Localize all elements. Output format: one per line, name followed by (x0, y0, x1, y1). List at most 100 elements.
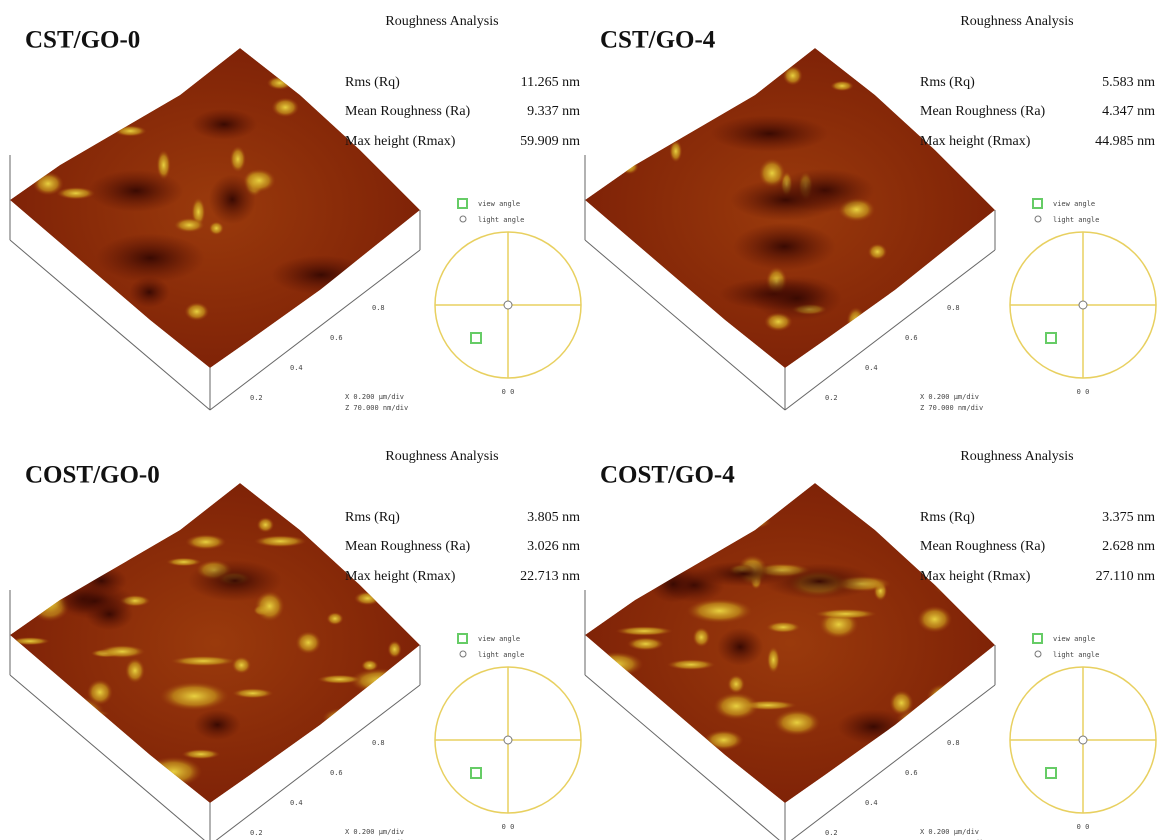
panel-label: COST/GO-0 (25, 462, 160, 489)
legend-label: light angle (478, 651, 524, 659)
surface-feature (766, 621, 801, 633)
afm-panel: 0.80.60.40.2CST/GO-4Roughness AnalysisRm… (585, 14, 1156, 412)
surface-feature (257, 517, 274, 532)
axis-tick-label: 0.6 (330, 334, 343, 342)
axis-tick-label: 0.6 (905, 334, 918, 342)
surface-feature (33, 172, 64, 196)
view-angle-marker (471, 333, 481, 343)
surface-feature (951, 488, 982, 504)
analysis-title: Roughness Analysis (385, 449, 498, 464)
surface-feature (379, 670, 411, 686)
surface-feature (166, 558, 201, 567)
surface-shadow (650, 565, 698, 603)
surface-feature (174, 218, 205, 233)
axis-tick-label: 0.6 (905, 769, 918, 777)
surface-feature (783, 66, 803, 86)
light-angle-icon (1035, 216, 1041, 222)
surface-feature (99, 645, 145, 658)
surface-feature (683, 767, 709, 792)
surface-feature (125, 658, 145, 683)
row-name: Max height (Rmax) (920, 134, 1031, 149)
light-angle-marker (1079, 736, 1087, 744)
surface-shadow (209, 175, 256, 225)
surface-shadow (837, 709, 909, 744)
surface-shadow (711, 115, 829, 152)
surface-feature (897, 97, 914, 105)
surface-feature (927, 684, 960, 710)
row-value: 2.628 nm (1102, 539, 1155, 554)
panel-label: CST/GO-4 (600, 27, 716, 54)
surface-feature (108, 318, 133, 332)
row-name: Max height (Rmax) (345, 134, 456, 149)
axis-tick-label: 0.6 (330, 769, 343, 777)
row-name: Max height (Rmax) (345, 569, 456, 584)
surface-feature (114, 125, 147, 136)
surface-feature (160, 682, 230, 711)
surface-feature (960, 757, 986, 769)
surface-feature (326, 612, 343, 625)
panel-label: COST/GO-4 (600, 462, 735, 489)
view-angle-icon (458, 199, 467, 208)
surface-feature (381, 148, 405, 168)
afm-surface (585, 48, 995, 368)
surface-feature (868, 243, 888, 260)
scale-text: Z 70.000 nm/div (920, 404, 983, 412)
view-angle-icon (458, 634, 467, 643)
surface-feature (272, 98, 300, 118)
view-angle-marker (1046, 333, 1056, 343)
angle-label: 0 0 (502, 823, 515, 831)
analysis-title: Roughness Analysis (960, 449, 1073, 464)
surface-shadow (129, 277, 170, 308)
surface-shadow (733, 223, 836, 270)
surface-feature (616, 626, 673, 636)
row-name: Max height (Rmax) (920, 569, 1031, 584)
surface-feature (847, 307, 865, 335)
surface-feature (627, 637, 664, 650)
surface-feature (10, 637, 50, 645)
surface-feature (13, 583, 62, 593)
surface-feature (693, 627, 711, 647)
light-angle-icon (460, 216, 466, 222)
surface-feature (182, 749, 220, 759)
afm-surface (10, 48, 420, 368)
analysis-title: Roughness Analysis (960, 14, 1073, 29)
light-angle-marker (504, 301, 512, 309)
row-value: 27.110 nm (1096, 569, 1155, 584)
panel-label: CST/GO-0 (25, 27, 140, 54)
row-value: 11.265 nm (521, 75, 580, 90)
surface-feature (232, 656, 251, 673)
axis-tick-label: 0.2 (250, 394, 263, 402)
surface-feature (627, 320, 641, 330)
axis-tick-label: 0.8 (372, 304, 385, 312)
row-name: Rms (Rq) (920, 510, 975, 525)
surface-feature (815, 609, 877, 619)
scale-text: X 0.200 µm/div (920, 828, 979, 836)
legend-label: light angle (1053, 651, 1099, 659)
view-angle-icon (1033, 199, 1042, 208)
surface-shadow (730, 179, 841, 221)
surface-feature (145, 757, 202, 787)
row-name: Mean Roughness (Ra) (345, 539, 471, 554)
angle-label: 0 0 (1077, 823, 1090, 831)
surface-feature (295, 631, 321, 654)
surface-feature (767, 646, 780, 673)
axis-tick-label: 0.8 (372, 739, 385, 747)
row-value: 22.713 nm (520, 569, 580, 584)
figure: 0.8 0.6 0.4 0.2 CST/GO-0 Roughness Analysis Rm… (0, 0, 1159, 840)
axis-tick-label: 0.8 (947, 304, 960, 312)
surface-feature (254, 535, 307, 547)
axis-tick-label: 0.4 (290, 799, 303, 807)
surface-feature (209, 221, 224, 235)
row-value: 3.805 nm (527, 510, 580, 525)
surface-feature (667, 659, 716, 670)
light-angle-icon (460, 651, 466, 657)
row-value: 3.375 nm (1102, 510, 1155, 525)
axis-tick-label: 0.4 (865, 364, 878, 372)
surface-feature (891, 784, 949, 797)
row-name: Rms (Rq) (345, 75, 400, 90)
legend-label: light angle (1053, 216, 1099, 224)
surface-feature (78, 59, 116, 90)
surface-feature (773, 709, 820, 736)
